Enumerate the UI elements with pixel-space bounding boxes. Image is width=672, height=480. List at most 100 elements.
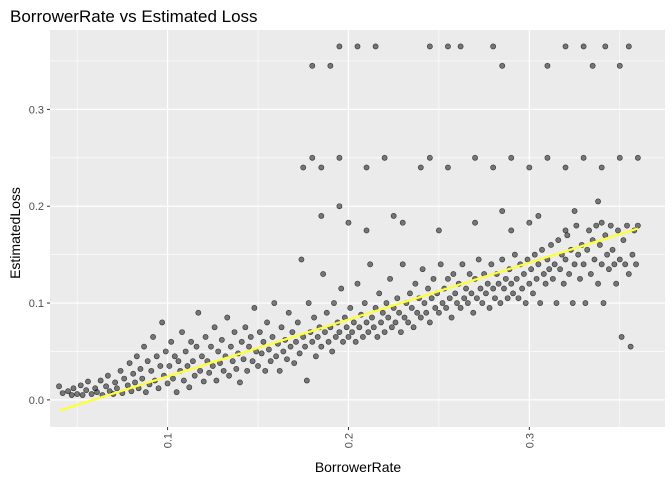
data-point [499, 208, 506, 214]
data-point [582, 300, 589, 306]
data-point [318, 343, 325, 350]
data-point [490, 285, 497, 292]
data-point [531, 251, 538, 258]
data-point [323, 309, 330, 316]
data-point [564, 232, 571, 239]
data-point [551, 261, 558, 268]
data-point [332, 334, 339, 340]
data-point [515, 295, 522, 302]
data-point [499, 62, 506, 69]
data-point [182, 348, 189, 355]
data-point [526, 164, 533, 171]
data-point [287, 343, 294, 350]
data-point [175, 358, 182, 365]
y-tick-label: 0.1 [29, 298, 44, 310]
data-point [445, 275, 451, 282]
data-point [633, 261, 639, 268]
data-point [546, 266, 553, 273]
data-point [483, 290, 489, 297]
data-point [309, 62, 316, 69]
data-point [193, 343, 200, 350]
data-point [468, 290, 475, 297]
data-point [530, 290, 536, 297]
data-point [300, 164, 307, 171]
data-point [256, 329, 263, 336]
data-point [587, 271, 594, 277]
data-point [475, 256, 482, 263]
data-point [398, 329, 404, 336]
data-point [508, 280, 515, 287]
data-point [354, 280, 361, 287]
data-point [435, 227, 442, 234]
data-point [220, 367, 227, 374]
data-point [519, 285, 525, 292]
data-point [522, 300, 529, 306]
data-point [83, 387, 90, 394]
data-point [580, 261, 587, 268]
chart-title: BorrowerRate vs Estimated Loss [10, 7, 258, 26]
data-point [548, 242, 554, 248]
data-point [126, 360, 133, 366]
data-point [445, 43, 451, 50]
data-point [186, 384, 193, 391]
data-point [180, 377, 187, 384]
data-point [484, 280, 491, 287]
data-point [215, 348, 222, 355]
data-point [513, 275, 520, 282]
data-point [347, 304, 354, 311]
data-point [385, 314, 392, 321]
data-point [634, 154, 641, 161]
data-point [580, 43, 587, 50]
data-point [331, 300, 337, 306]
data-point [124, 382, 131, 389]
data-point [349, 329, 355, 336]
data-point [454, 300, 460, 306]
data-point [379, 309, 386, 316]
data-point [336, 329, 343, 336]
data-point [305, 300, 312, 306]
data-point [457, 304, 464, 311]
data-point [130, 370, 137, 377]
y-axis-ticks: 0.0 0.1 0.2 0.3 [29, 104, 50, 407]
data-point [616, 256, 623, 263]
data-point [240, 356, 247, 363]
data-point [260, 338, 267, 345]
data-point [466, 271, 473, 277]
data-point [446, 295, 453, 302]
data-point [188, 338, 194, 345]
data-point [544, 62, 551, 69]
data-point [620, 237, 627, 244]
data-point [294, 319, 301, 326]
data-point [269, 334, 276, 340]
data-point [246, 343, 252, 350]
data-point [562, 43, 569, 50]
data-point [627, 343, 634, 350]
data-point [293, 338, 299, 345]
data-point [629, 251, 636, 258]
data-point [327, 62, 334, 69]
data-point [142, 389, 149, 396]
data-point [611, 261, 618, 268]
data-point [242, 324, 249, 331]
data-point [589, 62, 596, 69]
data-point [604, 251, 611, 258]
data-point [595, 198, 601, 205]
data-point [184, 363, 191, 369]
data-point [486, 304, 493, 311]
data-point [224, 314, 231, 321]
data-point [615, 227, 621, 234]
data-point [392, 319, 399, 326]
data-point [524, 256, 531, 263]
data-point [459, 261, 466, 268]
data-point [278, 324, 285, 331]
data-point [320, 271, 327, 277]
data-point [356, 324, 363, 331]
data-point [258, 350, 265, 357]
data-point [414, 309, 421, 316]
data-point [56, 383, 62, 390]
data-point [365, 329, 372, 336]
data-point [573, 222, 580, 229]
data-point [445, 164, 451, 171]
data-point [596, 242, 603, 248]
data-point [179, 329, 185, 336]
